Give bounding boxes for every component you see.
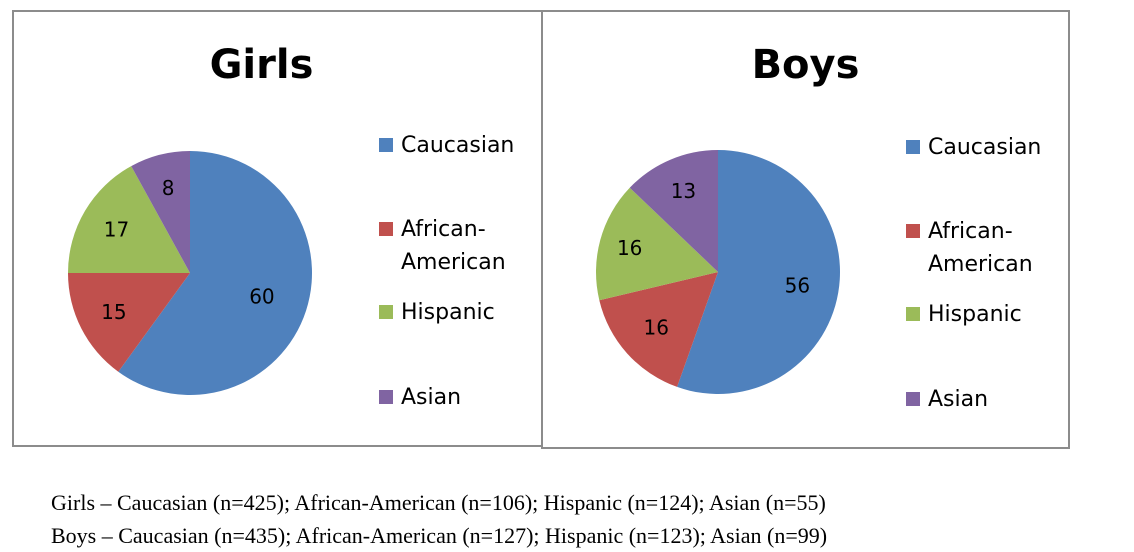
boys-slice-african-american bbox=[599, 272, 718, 387]
girls-data-label-african-american: 15 bbox=[101, 300, 126, 324]
boys-legend-label-hispanic: Hispanic bbox=[928, 302, 1022, 327]
boys-legend-swatch-african-american bbox=[906, 224, 920, 238]
boys-legend-swatch-asian bbox=[906, 392, 920, 406]
girls-data-label-caucasian: 60 bbox=[249, 284, 274, 308]
girls-legend-swatch-hispanic bbox=[379, 305, 393, 319]
boys-legend-asian: Asian bbox=[906, 383, 1066, 416]
boys-legend-swatch-caucasian bbox=[906, 140, 920, 154]
boys-legend-african-american: African-American bbox=[906, 215, 1051, 281]
girls-pie-chart: 60 15 17 8 bbox=[68, 151, 313, 395]
girls-slice-hispanic bbox=[68, 166, 190, 273]
girls-chart-title: Girls bbox=[209, 42, 314, 88]
boys-slice-caucasian bbox=[677, 150, 841, 394]
girls-legend-hispanic: Hispanic bbox=[379, 296, 539, 329]
girls-slice-asian bbox=[131, 151, 190, 273]
boys-slice-hispanic bbox=[596, 187, 718, 301]
boys-pie-chart: 56 16 16 13 bbox=[596, 150, 841, 394]
sample-size-notes: Girls – Caucasian (n=425); African-Ameri… bbox=[51, 486, 1111, 552]
boys-data-label-caucasian: 56 bbox=[785, 274, 810, 298]
boys-legend-caucasian: Caucasian bbox=[906, 131, 1066, 164]
girls-slice-african-american bbox=[68, 273, 190, 372]
girls-legend-swatch-caucasian bbox=[379, 138, 393, 152]
boys-slice-asian bbox=[629, 150, 718, 272]
girls-legend-label-asian: Asian bbox=[401, 385, 462, 410]
girls-sample-size-note: Girls – Caucasian (n=425); African-Ameri… bbox=[51, 490, 826, 515]
boys-sample-size-note: Boys – Caucasian (n=435); African-Americ… bbox=[51, 523, 828, 548]
boys-data-label-hispanic: 16 bbox=[617, 236, 642, 260]
boys-legend-label-caucasian: Caucasian bbox=[928, 135, 1042, 160]
boys-legend-label-african-american: African-American bbox=[928, 219, 1033, 277]
girls-legend-caucasian: Caucasian bbox=[379, 129, 539, 162]
boys-legend-swatch-hispanic bbox=[906, 307, 920, 321]
girls-slice-caucasian bbox=[118, 151, 313, 395]
girls-data-label-hispanic: 17 bbox=[104, 218, 129, 242]
girls-data-label-asian: 8 bbox=[162, 176, 175, 200]
girls-legend-label-caucasian: Caucasian bbox=[401, 133, 515, 158]
boys-legend-label-asian: Asian bbox=[928, 387, 989, 412]
boys-chart-panel: Boys 56 16 16 13 Caucasian African-American… bbox=[541, 10, 1070, 449]
boys-data-label-asian: 13 bbox=[671, 179, 696, 203]
boys-chart-title: Boys bbox=[751, 42, 860, 88]
boys-data-label-african-american: 16 bbox=[644, 315, 669, 339]
girls-chart-panel: Girls 60 15 17 8 Caucasian African-American… bbox=[12, 10, 543, 447]
girls-legend-swatch-asian bbox=[379, 390, 393, 404]
girls-legend-african-american: African-American bbox=[379, 213, 524, 279]
girls-legend-label-african-american: African-American bbox=[401, 217, 506, 275]
boys-legend-hispanic: Hispanic bbox=[906, 298, 1066, 331]
girls-legend-asian: Asian bbox=[379, 381, 539, 414]
girls-legend-label-hispanic: Hispanic bbox=[401, 300, 495, 325]
girls-legend-swatch-african-american bbox=[379, 222, 393, 236]
